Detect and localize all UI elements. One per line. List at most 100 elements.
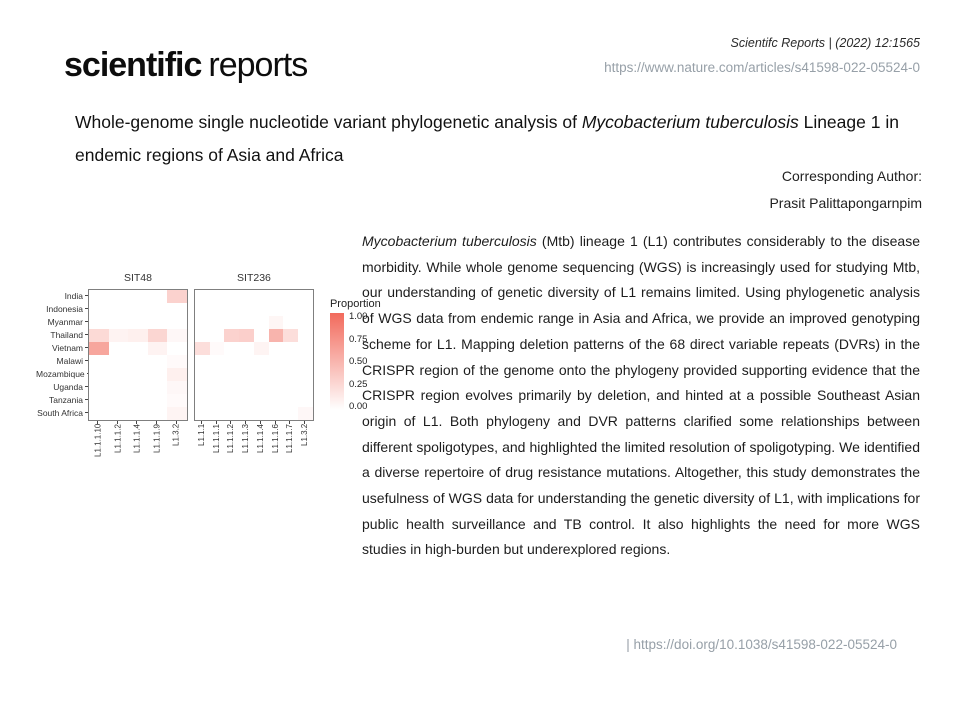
- heatmap-cell: [209, 303, 225, 316]
- heatmap-cell: [210, 342, 225, 355]
- heatmap-cell: [253, 355, 269, 368]
- journal-logo: scientific reports: [64, 46, 308, 85]
- heatmap-cell: [224, 368, 240, 381]
- y-axis-tick: [85, 308, 88, 309]
- heatmap-cell: [209, 368, 225, 381]
- heatmap-cell: [239, 368, 254, 381]
- heatmap-cell: [224, 407, 240, 420]
- row-label: Indonesia: [36, 302, 88, 315]
- heatmap-cell: [89, 290, 109, 303]
- heatmap-cell: [147, 342, 168, 355]
- heatmap-cell: [239, 407, 254, 420]
- x-axis-tick: [223, 421, 238, 424]
- x-axis-tick: [127, 421, 147, 424]
- heatmap-cell: [89, 342, 109, 355]
- heatmap-cell: [283, 355, 299, 368]
- heatmap-cell: [298, 316, 313, 329]
- heatmap-cell: [167, 303, 187, 316]
- x-axis-tick: [209, 421, 224, 424]
- heatmap-cell: [283, 303, 299, 316]
- row-label: India: [36, 289, 88, 302]
- heatmap-cell: [108, 342, 129, 355]
- heatmap-cell: [224, 355, 240, 368]
- heatmap-cell: [89, 303, 109, 316]
- heatmap-cell: [194, 290, 210, 303]
- column-label: L1.1.1.2: [112, 424, 122, 453]
- x-axis-tick: [194, 421, 209, 424]
- heatmap-cell: [89, 407, 109, 420]
- heatmap-cell: [239, 355, 254, 368]
- x-axis-tick-mark: [215, 421, 217, 424]
- x-axis-tick-mark: [97, 421, 99, 424]
- heatmap-cell: [224, 329, 240, 342]
- header-citation-block: Scientifc Reports | (2022) 12:1565 https…: [604, 36, 920, 75]
- column-label: L1.1.1.3: [241, 424, 251, 453]
- heatmap-cell: [298, 342, 313, 355]
- column-label: L1.1.1.6: [270, 424, 280, 453]
- heatmap-cell: [167, 381, 187, 394]
- legend-tick: 0.50: [348, 356, 368, 367]
- x-axis-ticks: [194, 421, 314, 424]
- heatmap-cell: [239, 342, 254, 355]
- heatmap-cell: [147, 394, 168, 407]
- y-axis-tick: [85, 321, 88, 322]
- heatmap-cell: [283, 381, 299, 394]
- x-axis-ticks: [88, 421, 188, 424]
- heatmap-cell: [128, 290, 148, 303]
- heatmap-cell: [224, 316, 240, 329]
- heatmap-cell: [224, 303, 240, 316]
- journal-citation: Scientifc Reports | (2022) 12:1565: [730, 36, 920, 50]
- row-label: Mozambique: [36, 367, 88, 380]
- heatmap-cell: [209, 316, 225, 329]
- heatmap-grid: [88, 289, 188, 421]
- heatmap-cell: [194, 407, 210, 420]
- heatmap-cell: [283, 342, 299, 355]
- title-part1: Whole-genome single nucleotide variant p…: [75, 112, 582, 132]
- row-label-text: Myanmar: [47, 316, 83, 327]
- heatmap-cell: [268, 329, 284, 342]
- row-label-text: Thailand: [50, 329, 83, 340]
- heatmap-cell: [89, 316, 109, 329]
- heatmap-cell: [239, 290, 254, 303]
- y-axis-tick: [85, 295, 88, 296]
- logo-word-scientific: scientific: [64, 46, 202, 84]
- column-label: L1.3.2: [300, 424, 310, 447]
- legend-tick-labels: 1.00 0.75 0.50 0.25 0.00: [349, 311, 368, 412]
- heatmap-cell: [268, 368, 284, 381]
- heatmap-cell: [128, 355, 148, 368]
- heatmap-cell: [268, 316, 284, 329]
- heatmap-cell: [194, 316, 210, 329]
- heatmap-cell: [167, 368, 187, 381]
- heatmap-cell: [253, 394, 269, 407]
- heatmap-panels: SIT48 L1.1.1.10 L1.1.1.2 L1.1.1.4 L1.1.1.9 L1…: [88, 272, 320, 466]
- row-label-text: Tanzania: [48, 394, 83, 405]
- corresponding-author-label: Corresponding Author:: [781, 168, 922, 184]
- column-label: L1.1.1.9: [152, 424, 162, 453]
- article-title: Whole-genome single nucleotide variant p…: [75, 106, 923, 172]
- heatmap-cell: [268, 355, 284, 368]
- x-axis-tick: [147, 421, 167, 424]
- doi-link: | https://doi.org/10.1038/s41598-022-055…: [626, 637, 897, 652]
- x-axis-tick-mark: [156, 421, 158, 424]
- heatmap-cell: [147, 316, 168, 329]
- heatmap-cell: [167, 329, 187, 342]
- heatmap-cell: [298, 394, 313, 407]
- column-label: L1.1.1.2: [226, 424, 236, 453]
- heatmap-cell: [298, 407, 313, 420]
- heatmap-cell: [147, 407, 168, 420]
- row-label: Malawi: [36, 354, 88, 367]
- heatmap-cell: [209, 407, 225, 420]
- abstract-text: Mycobacterium tuberculosis (Mtb) lineage…: [362, 229, 920, 563]
- heatmap-panel: SIT236 L1.1.1 L1.1.1.1 L1.1.1.2 L1.1.1.3 L1.1…: [193, 272, 314, 466]
- x-axis-tick-mark: [289, 421, 291, 424]
- row-label-text: Uganda: [53, 381, 83, 392]
- corresponding-author-block: Corresponding Author: Prasit Palittapong…: [769, 163, 922, 217]
- heatmap-cell: [147, 381, 168, 394]
- row-label-text: India: [64, 290, 83, 301]
- heatmap-cell: [167, 394, 187, 407]
- row-label-text: Malawi: [56, 355, 83, 366]
- heatmap-cell: [128, 303, 148, 316]
- row-label: Myanmar: [36, 315, 88, 328]
- heatmap-main: India Indonesia Myanmar Thailand Vietnam Mala…: [36, 272, 381, 466]
